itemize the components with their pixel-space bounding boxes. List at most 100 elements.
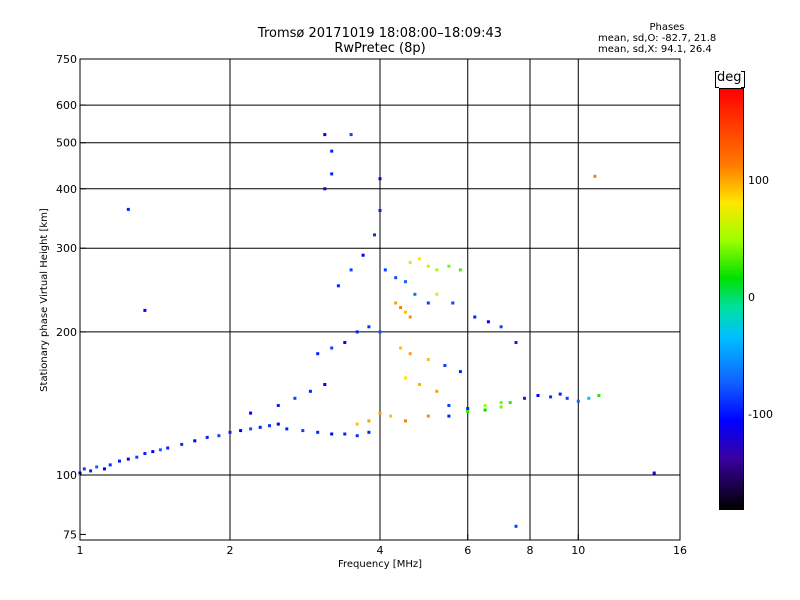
echo-point	[323, 383, 327, 386]
echo-point	[293, 396, 297, 400]
echo-point	[383, 268, 387, 272]
echo-point	[308, 389, 312, 393]
echo-point	[418, 257, 421, 261]
echo-point	[587, 396, 591, 400]
echo-point	[473, 315, 477, 319]
x-tick-label: 6	[464, 544, 471, 557]
echo-point	[486, 320, 490, 324]
y-tick-label: 75	[63, 528, 77, 541]
echo-point	[355, 422, 359, 426]
echo-point	[451, 301, 455, 305]
echo-point	[499, 325, 503, 329]
echo-point	[118, 459, 121, 463]
echo-point	[336, 284, 340, 288]
echo-point	[330, 432, 334, 436]
echo-point	[514, 341, 518, 344]
x-axis-tick-labels: 1 2 4 6 8 10 16	[77, 544, 688, 557]
echo-point	[404, 310, 407, 314]
echo-point	[108, 463, 112, 467]
y-axis-label: Stationary phase Virtual Height [km]	[39, 208, 50, 392]
echo-point	[399, 346, 403, 350]
echo-point	[367, 325, 371, 329]
y-tick-label: 300	[56, 242, 77, 255]
echo-point	[276, 404, 280, 407]
echo-point	[426, 414, 430, 418]
echo-point	[367, 430, 371, 434]
data-points	[78, 133, 656, 528]
echo-point	[239, 429, 243, 433]
echo-point	[426, 301, 430, 305]
echo-point	[276, 422, 280, 426]
phase-stats-x-line: mean, sd,X: 94.1, 26.4	[598, 44, 712, 55]
echo-point	[418, 383, 421, 386]
echo-point	[330, 149, 334, 153]
echo-point	[404, 419, 407, 423]
echo-point	[301, 429, 305, 433]
echo-point	[367, 419, 371, 423]
echo-point	[349, 133, 353, 137]
x-tick-label: 16	[673, 544, 687, 557]
echo-point	[228, 430, 232, 434]
phase-statistics: Phases mean, sd,O: -82.7, 21.8 mean, sd,…	[598, 22, 718, 55]
echo-point	[389, 414, 393, 418]
echo-point	[95, 465, 99, 469]
y-tick-label: 200	[56, 326, 77, 339]
echo-point	[466, 407, 470, 410]
echo-point	[499, 405, 503, 409]
echo-point	[558, 392, 562, 396]
colorbar	[719, 88, 744, 510]
y-tick-label: 750	[56, 53, 77, 66]
echo-point	[249, 411, 253, 415]
echo-point	[268, 424, 271, 428]
echo-point	[593, 174, 597, 178]
echo-point	[143, 308, 147, 312]
x-tick-label: 8	[527, 544, 534, 557]
echo-point	[443, 364, 447, 367]
echo-point	[355, 434, 359, 438]
echo-point	[499, 401, 503, 405]
echo-point	[349, 268, 353, 272]
echo-point	[394, 301, 398, 305]
chart-title-block: Tromsø 20171019 18:08:00–18:09:43 RwPret…	[0, 26, 760, 56]
echo-point	[180, 442, 184, 446]
echo-point	[103, 467, 106, 471]
echo-point	[514, 524, 518, 528]
echo-point	[126, 207, 130, 211]
echo-point	[258, 425, 262, 429]
echo-point	[399, 306, 403, 310]
echo-point	[361, 253, 365, 257]
gridlines	[80, 59, 680, 540]
echo-point	[466, 410, 470, 413]
echo-point	[576, 399, 580, 403]
y-axis-tick-labels: 75 100 200 300 400 500 600 750	[56, 53, 77, 541]
echo-point	[404, 280, 407, 284]
echo-point	[408, 352, 412, 356]
echo-point	[343, 432, 347, 436]
echo-point	[373, 233, 376, 237]
echo-point	[458, 268, 462, 272]
echo-point	[413, 292, 417, 296]
echo-point	[285, 427, 289, 431]
chart-title: Tromsø 20171019 18:08:00–18:09:43	[257, 26, 503, 41]
echo-point	[82, 467, 86, 471]
echo-point	[426, 264, 430, 268]
axis-ticks	[79, 58, 681, 540]
phase-stats-heading: Phases	[649, 22, 685, 33]
colorbar-tick-label: 0	[748, 291, 755, 304]
echo-point	[151, 450, 155, 454]
echo-point	[549, 395, 553, 399]
echo-point	[135, 455, 139, 459]
x-tick-label: 1	[77, 544, 84, 557]
phase-stats-o-line: mean, sd,O: -82.7, 21.8	[598, 33, 717, 44]
echo-point	[408, 260, 412, 264]
echo-point	[378, 209, 382, 212]
echo-point	[316, 430, 320, 434]
x-tick-label: 2	[227, 544, 234, 557]
echo-point	[143, 452, 147, 455]
echo-point	[652, 471, 656, 475]
echo-point	[378, 330, 382, 334]
echo-point	[316, 352, 320, 356]
echo-point	[249, 427, 253, 431]
echo-point	[426, 358, 430, 361]
